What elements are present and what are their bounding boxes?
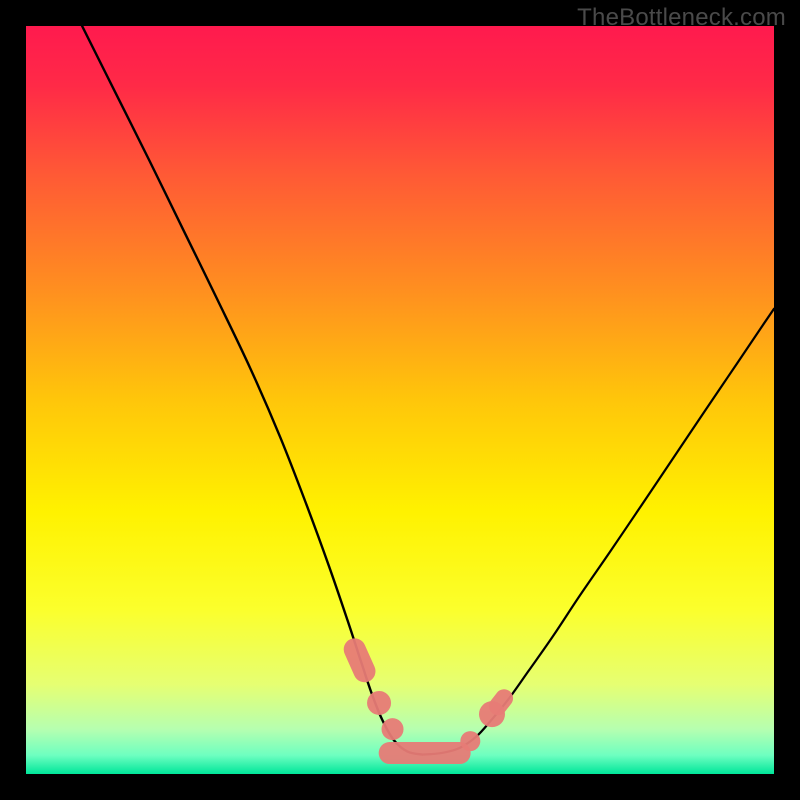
bottleneck-chart xyxy=(0,0,800,800)
marker-capsule xyxy=(379,742,471,764)
chart-frame: TheBottleneck.com xyxy=(0,0,800,800)
marker-dot xyxy=(367,691,391,715)
marker-dot xyxy=(460,731,480,751)
marker-dot xyxy=(382,718,404,740)
watermark-label: TheBottleneck.com xyxy=(577,4,786,32)
